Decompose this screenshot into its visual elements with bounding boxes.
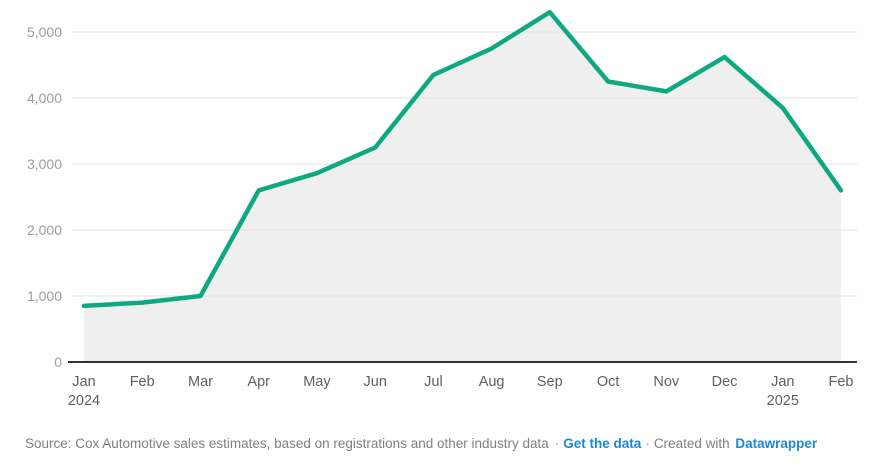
y-tick-label: 3,000 <box>27 156 62 172</box>
get-the-data-link[interactable]: Get the data <box>563 436 642 451</box>
line-chart: 0 1,000 2,000 3,000 4,000 5,000 Jan 2024 Feb Mar A… <box>27 9 857 409</box>
x-tick-label: Jun <box>364 374 387 390</box>
created-with-text: Created with <box>653 436 730 451</box>
y-tick-label: 4,000 <box>27 90 62 106</box>
x-tick-label: Jan <box>771 374 794 390</box>
x-tick-label: Mar <box>188 374 213 390</box>
x-tick-label: May <box>303 374 331 390</box>
x-tick-label: Jan <box>72 374 95 390</box>
x-tick-label: Sep <box>537 374 563 390</box>
chart-footer: Source: Cox Automotive sales estimates, … <box>25 435 817 453</box>
area-fill <box>84 12 841 362</box>
separator-dot: · <box>645 436 650 451</box>
x-tick-label: Feb <box>130 374 155 390</box>
data-line <box>81 9 844 309</box>
x-tick-label: Oct <box>597 374 620 390</box>
x-tick-label: Nov <box>653 374 680 390</box>
x-tick-label: Apr <box>247 374 270 390</box>
x-tick-year-label: 2024 <box>68 393 100 409</box>
separator-dot: · <box>554 436 560 451</box>
source-text: Source: Cox Automotive sales estimates, … <box>25 436 549 451</box>
x-tick-label: Feb <box>829 374 854 390</box>
x-tick-label: Aug <box>479 374 505 390</box>
y-tick-label: 1,000 <box>27 288 62 304</box>
x-tick-label: Jul <box>424 374 443 390</box>
y-tick-label: 0 <box>54 354 62 370</box>
datawrapper-link[interactable]: Datawrapper <box>735 436 818 451</box>
x-tick-year-label: 2025 <box>767 393 799 409</box>
x-tick-label: Dec <box>712 374 738 390</box>
y-tick-label: 2,000 <box>27 222 62 238</box>
y-tick-label: 5,000 <box>27 24 62 40</box>
